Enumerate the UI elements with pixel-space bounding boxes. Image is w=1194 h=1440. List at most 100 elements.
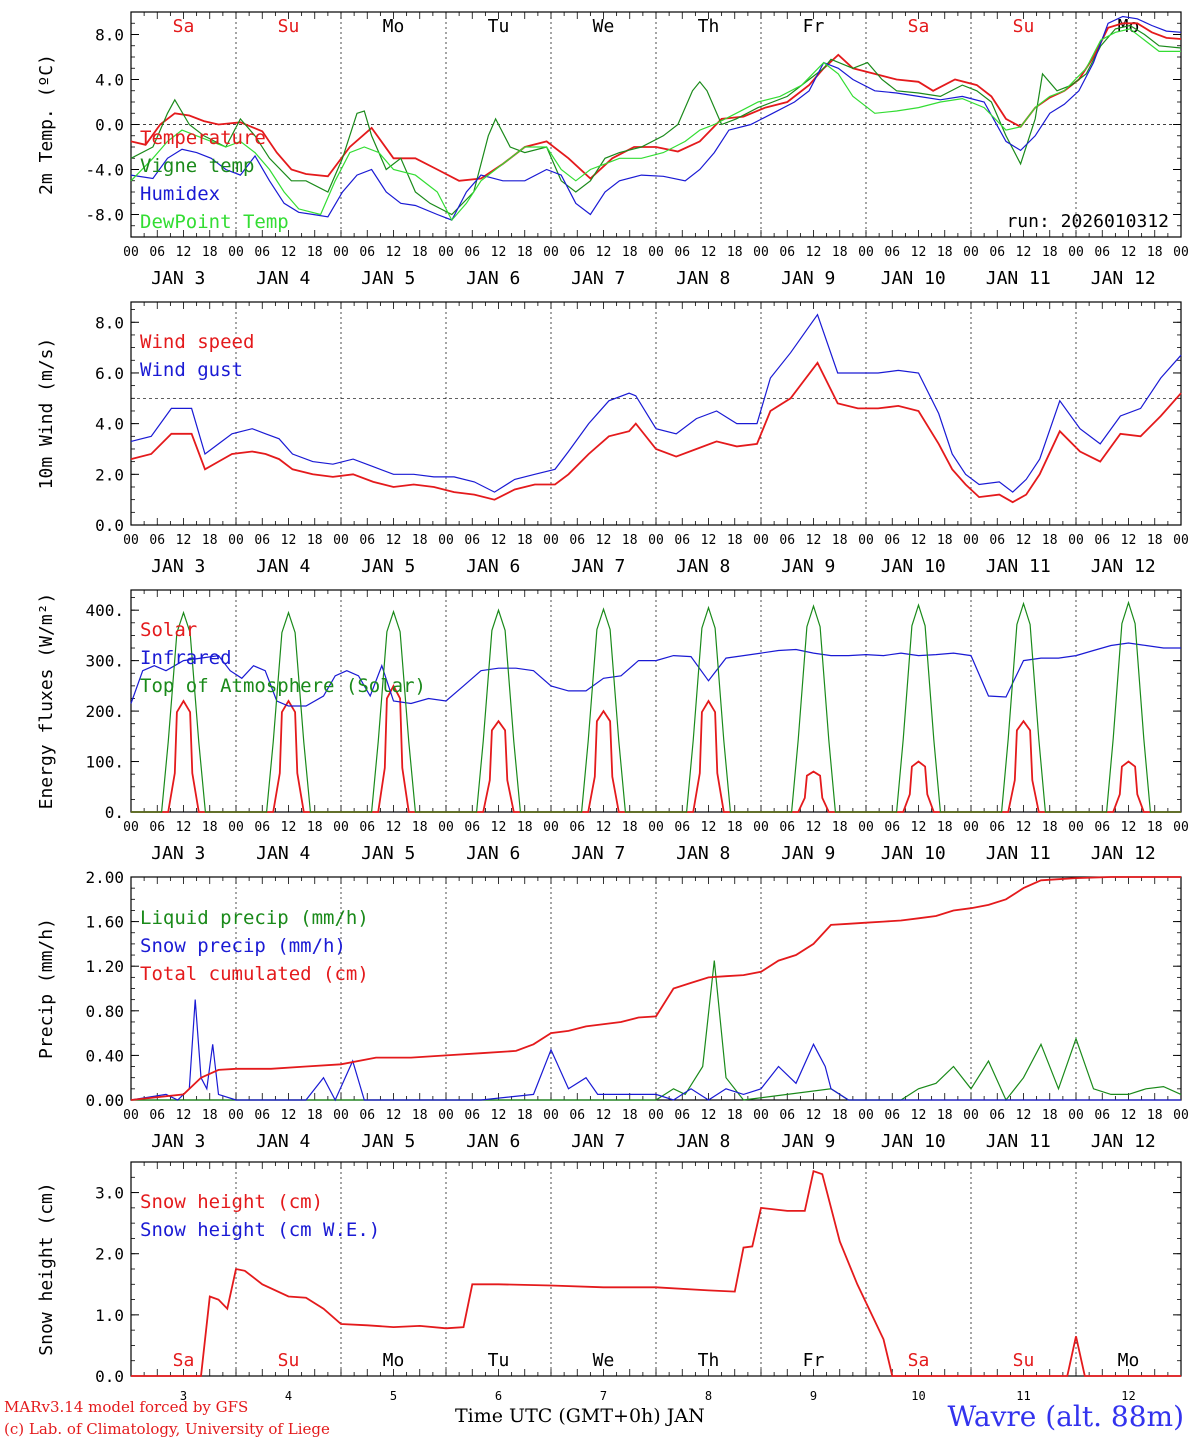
x-hour-label: 00	[1173, 1108, 1189, 1123]
x-hour-label: 06	[254, 245, 270, 260]
x-hour-label: 06	[779, 245, 795, 260]
weekday-label: We	[593, 1350, 615, 1371]
x-hour-label: 12	[386, 245, 402, 260]
x-hour-label: 12	[1121, 245, 1137, 260]
x-hour-label: 18	[1042, 533, 1058, 548]
x-hour-label: 12	[386, 533, 402, 548]
x-hour-label: 00	[858, 820, 874, 835]
x-hour-label: 00	[753, 1108, 769, 1123]
x-hour-label: 18	[517, 245, 533, 260]
x-day-number: 6	[495, 1389, 502, 1403]
x-hour-label: 12	[701, 245, 717, 260]
x-hour-label: 12	[176, 533, 192, 548]
x-hour-label: 12	[806, 820, 822, 835]
x-hour-label: 06	[464, 1108, 480, 1123]
x-hour-label: 06	[149, 245, 165, 260]
x-hour-label: 12	[806, 1108, 822, 1123]
y-tick-label: 300.	[85, 652, 124, 671]
x-hour-label: 18	[832, 820, 848, 835]
x-hour-label: 00	[753, 533, 769, 548]
x-date-label: JAN 7	[571, 1131, 625, 1152]
legend-entry: Vigne temp	[140, 155, 254, 177]
run-label: run: 2026010312	[1006, 211, 1169, 232]
x-date-label: JAN 4	[256, 556, 310, 577]
x-hour-label: 00	[1068, 820, 1084, 835]
x-hour-label: 18	[202, 1108, 218, 1123]
x-hour-label: 06	[779, 1108, 795, 1123]
y-tick-label: 0.	[105, 803, 124, 822]
x-hour-label: 06	[674, 533, 690, 548]
x-date-label: JAN 7	[571, 556, 625, 577]
weekday-label: Th	[698, 1350, 720, 1371]
x-axis-title: Time UTC (GMT+0h) JAN	[455, 1405, 705, 1427]
x-hour-label: 12	[176, 245, 192, 260]
x-hour-label: 06	[989, 1108, 1005, 1123]
x-date-label: JAN 6	[466, 843, 520, 864]
legend-entry: DewPoint Temp	[140, 211, 289, 233]
x-hour-label: 18	[307, 1108, 323, 1123]
x-date-label: JAN 3	[151, 843, 205, 864]
x-hour-label: 18	[517, 533, 533, 548]
y-tick-label: 1.0	[95, 1306, 124, 1325]
legend-entry: Snow height (cm W.E.)	[140, 1219, 380, 1241]
x-hour-label: 00	[1068, 533, 1084, 548]
x-hour-label: 18	[937, 820, 953, 835]
x-hour-label: 00	[123, 533, 139, 548]
x-hour-label: 00	[228, 820, 244, 835]
x-hour-label: 12	[491, 1108, 507, 1123]
x-date-label: JAN 11	[986, 843, 1051, 864]
y-tick-label: 0.0	[95, 1367, 124, 1386]
legend-entry: Total cumulated (cm)	[140, 963, 369, 985]
x-hour-label: 00	[963, 1108, 979, 1123]
x-hour-label: 18	[832, 1108, 848, 1123]
x-hour-label: 12	[1016, 245, 1032, 260]
x-date-label: JAN 7	[571, 843, 625, 864]
x-hour-label: 00	[1173, 533, 1189, 548]
weekday-label: Tu	[488, 16, 510, 37]
x-date-label: JAN 11	[986, 1131, 1051, 1152]
y-tick-label: 2.00	[85, 868, 124, 887]
x-hour-label: 12	[176, 820, 192, 835]
x-hour-label: 00	[858, 533, 874, 548]
x-hour-label: 00	[543, 245, 559, 260]
x-hour-label: 00	[648, 245, 664, 260]
legend-entry: Wind gust	[140, 359, 243, 381]
x-hour-label: 00	[648, 1108, 664, 1123]
x-day-number: 3	[180, 1389, 187, 1403]
legend-entry: Liquid precip (mm/h)	[140, 907, 369, 929]
x-hour-label: 06	[149, 533, 165, 548]
x-hour-label: 06	[359, 245, 375, 260]
x-hour-label: 12	[806, 533, 822, 548]
x-hour-label: 18	[832, 533, 848, 548]
x-hour-label: 06	[884, 245, 900, 260]
legend-entry: Temperature	[140, 127, 266, 149]
x-hour-label: 18	[937, 533, 953, 548]
x-hour-label: 06	[989, 245, 1005, 260]
y-tick-label: -8.0	[85, 206, 124, 225]
x-hour-label: 18	[202, 820, 218, 835]
x-hour-label: 18	[832, 245, 848, 260]
x-hour-label: 18	[622, 533, 638, 548]
x-date-label: JAN 6	[466, 556, 520, 577]
x-day-number: 5	[390, 1389, 397, 1403]
y-tick-label: 0.80	[85, 1002, 124, 1021]
x-date-label: JAN 9	[781, 556, 835, 577]
x-hour-label: 00	[228, 245, 244, 260]
x-date-label: JAN 8	[676, 556, 730, 577]
x-hour-label: 06	[359, 820, 375, 835]
x-date-label: JAN 5	[361, 1131, 415, 1152]
x-hour-label: 18	[307, 820, 323, 835]
y-axis-label: Energy fluxes (W/m²)	[36, 593, 57, 810]
weekday-label: Su	[278, 16, 300, 37]
x-date-label: JAN 9	[781, 843, 835, 864]
x-hour-label: 06	[464, 245, 480, 260]
x-hour-label: 18	[412, 820, 428, 835]
legend-entry: Wind speed	[140, 331, 254, 353]
x-day-number: 10	[911, 1389, 925, 1403]
x-hour-label: 12	[701, 533, 717, 548]
x-hour-label: 00	[1173, 820, 1189, 835]
x-hour-label: 00	[228, 533, 244, 548]
x-hour-label: 12	[596, 245, 612, 260]
x-hour-label: 12	[596, 1108, 612, 1123]
x-date-label: JAN 6	[466, 1131, 520, 1152]
